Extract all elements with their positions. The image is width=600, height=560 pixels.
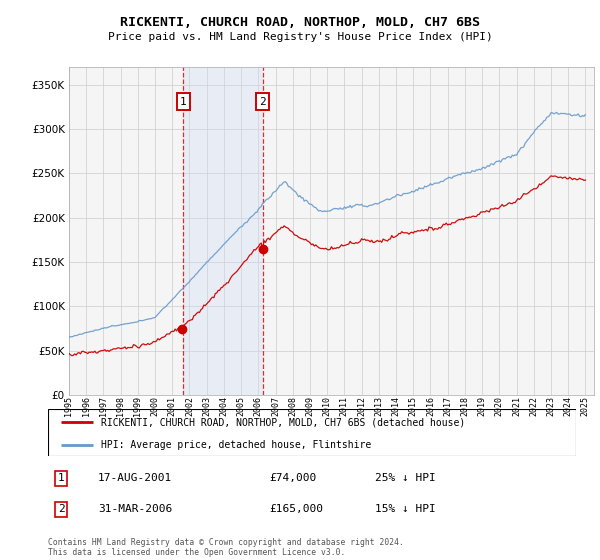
Text: £74,000: £74,000 (270, 473, 317, 483)
Text: 2: 2 (58, 504, 65, 514)
Bar (183, 67, 263, 395)
Text: 31-MAR-2006: 31-MAR-2006 (98, 504, 172, 514)
Text: 2: 2 (259, 96, 266, 106)
Text: RICKENTI, CHURCH ROAD, NORTHOP, MOLD, CH7 6BS: RICKENTI, CHURCH ROAD, NORTHOP, MOLD, CH… (120, 16, 480, 29)
Text: RICKENTI, CHURCH ROAD, NORTHOP, MOLD, CH7 6BS (detached house): RICKENTI, CHURCH ROAD, NORTHOP, MOLD, CH… (101, 417, 465, 427)
Text: 1: 1 (179, 96, 187, 106)
Text: Price paid vs. HM Land Registry's House Price Index (HPI): Price paid vs. HM Land Registry's House … (107, 32, 493, 43)
Text: 1: 1 (58, 473, 65, 483)
Text: Contains HM Land Registry data © Crown copyright and database right 2024.
This d: Contains HM Land Registry data © Crown c… (48, 538, 404, 557)
Text: HPI: Average price, detached house, Flintshire: HPI: Average price, detached house, Flin… (101, 440, 371, 450)
Text: 25% ↓ HPI: 25% ↓ HPI (376, 473, 436, 483)
Text: 17-AUG-2001: 17-AUG-2001 (98, 473, 172, 483)
Text: 15% ↓ HPI: 15% ↓ HPI (376, 504, 436, 514)
Text: £165,000: £165,000 (270, 504, 324, 514)
